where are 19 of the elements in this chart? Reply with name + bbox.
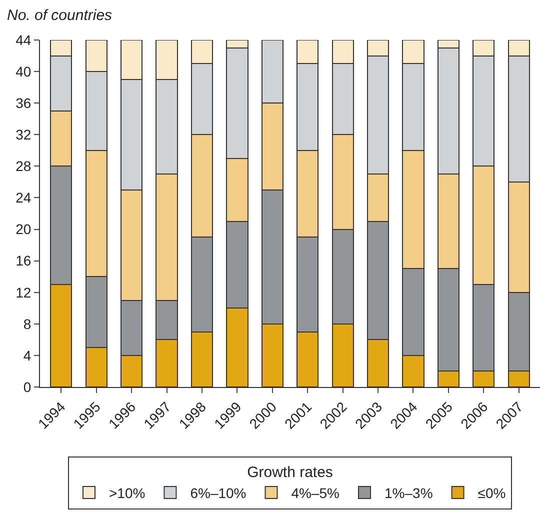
y-tick-label: 0: [23, 378, 32, 395]
legend-label: 4%–5%: [291, 484, 340, 501]
y-tick-label: 4: [23, 347, 32, 364]
y-tick-label: 40: [16, 63, 32, 80]
legend-title: Growth rates: [247, 464, 333, 481]
y-tick-label: 20: [16, 221, 32, 238]
y-tick-label: 32: [16, 126, 32, 143]
y-tick-label: 16: [16, 252, 32, 269]
legend-label: 6%–10%: [190, 484, 246, 501]
y-tick-label: 36: [16, 94, 32, 111]
y-tick-label: 44: [16, 32, 32, 48]
y-axis-title: No. of countries: [7, 7, 113, 24]
y-tick-label: 24: [16, 190, 32, 206]
legend-label: >10%: [109, 484, 146, 501]
legend-label: 1%–3%: [384, 484, 433, 501]
y-tick-label: 28: [16, 158, 32, 174]
y-tick-label: 12: [16, 284, 32, 300]
y-tick-label: 8: [23, 316, 32, 332]
legend-label: ≤0%: [478, 484, 506, 501]
